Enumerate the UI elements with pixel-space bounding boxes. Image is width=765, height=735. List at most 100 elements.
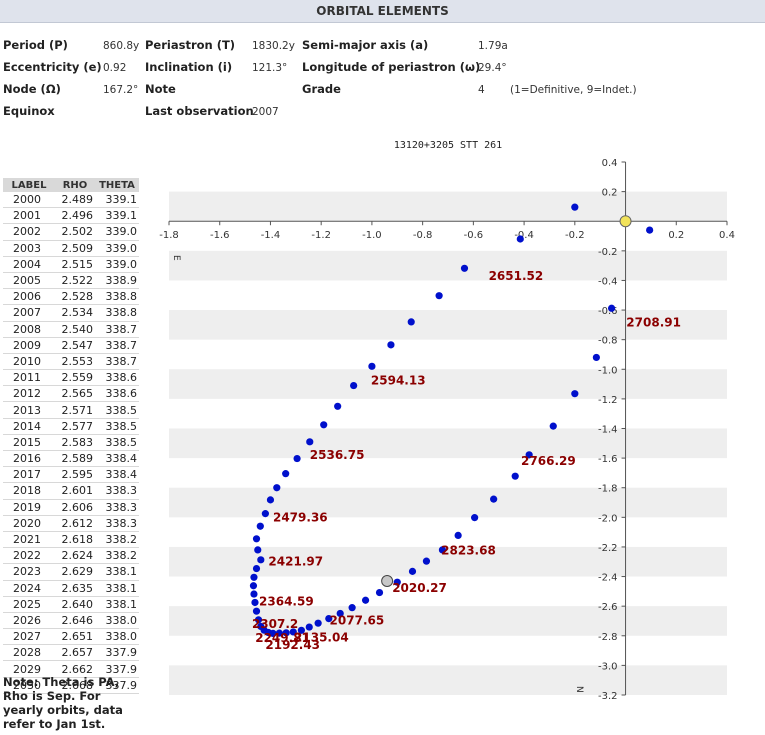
rho-cell: 2.534 bbox=[55, 304, 95, 322]
x-tick-label: -1.0 bbox=[362, 230, 382, 241]
orbit-point bbox=[269, 629, 277, 638]
year-cell: 2028 bbox=[3, 644, 55, 662]
y-tick-label: -2.4 bbox=[598, 573, 618, 584]
theta-rho-note: Note: Theta is PA, Rho is Sep. For yearl… bbox=[3, 675, 123, 731]
table-row: 2019 2.606 338.3 bbox=[3, 499, 139, 516]
rho-cell: 2.635 bbox=[55, 580, 95, 597]
epoch-label: 2307.2 bbox=[252, 617, 298, 631]
year-cell: 2000 bbox=[3, 192, 55, 209]
grid-band bbox=[169, 310, 727, 340]
year-cell: 2004 bbox=[3, 256, 55, 273]
year-cell: 2012 bbox=[3, 385, 55, 403]
column-header-label: LABEL bbox=[3, 178, 55, 192]
theta-cell: 338.2 bbox=[95, 531, 139, 549]
theta-cell: 338.0 bbox=[95, 628, 139, 646]
table-row: 2004 2.515 339.0 bbox=[3, 256, 139, 273]
equinox-label: Equinox bbox=[3, 104, 55, 118]
orbit-point bbox=[368, 362, 376, 370]
orbit-point bbox=[275, 629, 283, 637]
orbit-point bbox=[306, 438, 314, 446]
orbit-point bbox=[251, 598, 259, 607]
theta-cell: 338.7 bbox=[95, 353, 139, 371]
y-tick-label: -2.8 bbox=[598, 632, 618, 643]
grid-band bbox=[169, 191, 727, 222]
orbit-point bbox=[325, 615, 333, 623]
epoch-label: 2077.65 bbox=[330, 613, 385, 627]
year-cell: 2024 bbox=[3, 580, 55, 597]
theta-cell: 339.0 bbox=[95, 256, 139, 273]
rho-cell: 2.559 bbox=[55, 369, 95, 387]
year-cell: 2008 bbox=[3, 321, 55, 338]
rho-cell: 2.509 bbox=[55, 240, 95, 257]
orbit-point bbox=[490, 495, 498, 503]
orbit-point bbox=[471, 514, 479, 522]
rho-cell: 2.668 bbox=[55, 677, 95, 694]
orbit-point bbox=[646, 226, 654, 234]
grid-band bbox=[169, 250, 727, 281]
table-row: 2025 2.640 338.1 bbox=[3, 596, 139, 613]
epoch-label: 2249.81 bbox=[255, 631, 310, 645]
y-tick-label: 0.2 bbox=[602, 188, 618, 199]
table-row: 2016 2.589 338.4 bbox=[3, 450, 139, 468]
orbit-point bbox=[273, 484, 281, 492]
table-row: 2012 2.565 338.6 bbox=[3, 385, 139, 403]
grade-value: 4 bbox=[478, 84, 485, 96]
epoch-annotations: 2020.27 2077.65 2135.042192.432249.812307.… bbox=[252, 269, 681, 652]
theta-cell: 338.3 bbox=[95, 515, 139, 532]
rho-cell: 2.651 bbox=[55, 628, 95, 646]
table-row: 2014 2.577 338.5 bbox=[3, 418, 139, 435]
chart-title: 13120+3205 STT 261 bbox=[394, 140, 502, 151]
year-cell: 2020 bbox=[3, 515, 55, 532]
theta-cell: 338.6 bbox=[95, 369, 139, 387]
year-cell: 2009 bbox=[3, 337, 55, 354]
theta-cell: 338.5 bbox=[95, 418, 139, 435]
year-cell: 2019 bbox=[3, 499, 55, 516]
year-cell: 2001 bbox=[3, 207, 55, 225]
table-row: 2021 2.618 338.2 bbox=[3, 531, 139, 549]
orbit-point bbox=[438, 546, 447, 554]
longitude-value: 29.4° bbox=[478, 62, 507, 74]
orbit-point bbox=[261, 510, 269, 518]
year-cell: 2013 bbox=[3, 401, 55, 419]
theta-cell: 337.9 bbox=[95, 660, 139, 678]
orbit-point bbox=[289, 628, 297, 636]
table-row: 2020 2.612 338.3 bbox=[3, 515, 139, 532]
theta-cell: 338.1 bbox=[95, 596, 139, 613]
orbit-point bbox=[293, 454, 301, 463]
current-position-marker bbox=[381, 574, 394, 587]
semimajor-label: Semi-major axis (a) bbox=[302, 38, 429, 52]
orbital-elements-header: ORBITAL ELEMENTS bbox=[0, 0, 765, 23]
theta-cell: 337.9 bbox=[95, 677, 139, 694]
epoch-label: 2192.43 bbox=[265, 638, 320, 652]
orbit-points bbox=[249, 203, 654, 638]
y-tick-label: -2.6 bbox=[598, 602, 618, 613]
epoch-label: 2421.97 bbox=[268, 555, 323, 569]
table-row: 2030 2.668 337.9 bbox=[3, 677, 139, 694]
last-observation-value: 2007 bbox=[252, 106, 279, 118]
table-row: 2005 2.522 338.9 bbox=[3, 272, 139, 290]
orbit-point bbox=[407, 318, 415, 326]
longitude-label: Longitude of periastron (ω) bbox=[302, 60, 481, 74]
x-tick-label: -0.2 bbox=[565, 230, 585, 241]
theta-cell: 338.2 bbox=[95, 547, 139, 565]
theta-cell: 338.1 bbox=[95, 580, 139, 597]
year-cell: 2023 bbox=[3, 563, 55, 581]
year-cell: 2029 bbox=[3, 660, 55, 678]
theta-cell: 338.4 bbox=[95, 450, 139, 468]
theta-cell: 338.3 bbox=[95, 499, 139, 516]
eccentricity-value: 0.92 bbox=[103, 62, 127, 74]
rho-cell: 2.657 bbox=[55, 644, 95, 662]
grid-band bbox=[169, 665, 727, 695]
x-tick-label: 0.4 bbox=[719, 230, 735, 241]
year-cell: 2025 bbox=[3, 596, 55, 613]
epoch-label: 2364.59 bbox=[259, 594, 314, 608]
rho-cell: 2.496 bbox=[55, 207, 95, 225]
orbit-point bbox=[525, 451, 533, 459]
orbit-point bbox=[252, 607, 261, 615]
yearly-ephemeris-table: LABEL RHO THETA 2000 2.489 339.1 2001 2.496 3… bbox=[3, 178, 139, 694]
year-cell: 2007 bbox=[3, 304, 55, 322]
theta-cell: 339.1 bbox=[95, 192, 139, 209]
orbit-point bbox=[511, 472, 519, 480]
table-row: 2007 2.534 338.8 bbox=[3, 304, 139, 322]
year-cell: 2010 bbox=[3, 353, 55, 371]
